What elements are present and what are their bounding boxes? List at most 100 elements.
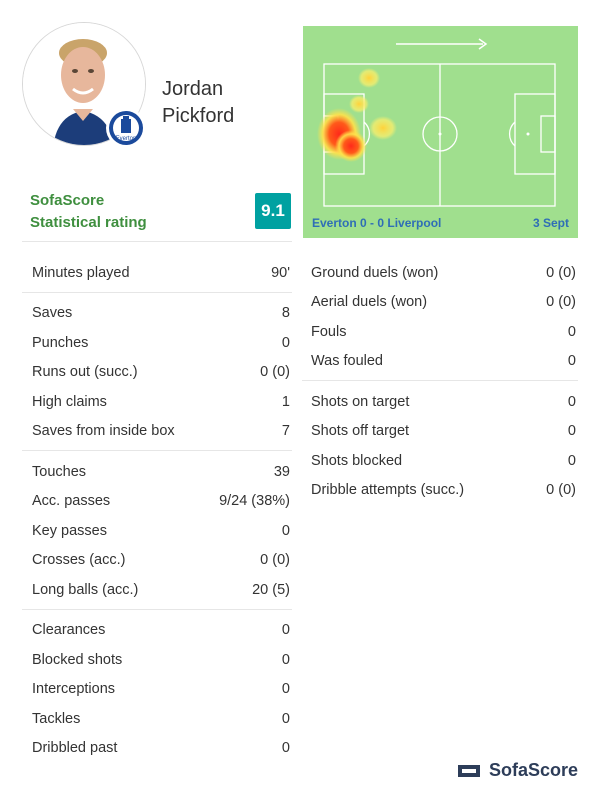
stat-label: Saves from inside box (32, 423, 175, 440)
match-date: 3 Sept (532, 216, 569, 230)
stat-group: Minutes played 90' (22, 258, 292, 293)
stat-value: 0 (281, 740, 290, 757)
stat-label: Was fouled (311, 353, 383, 370)
stat-row: Acc. passes 9/24 (38%) (22, 487, 292, 517)
stats-right-column: Ground duels (won) 0 (0) Aerial duels (w… (302, 258, 578, 515)
stat-value: 20 (5) (252, 581, 290, 598)
stat-value: 0 (281, 710, 290, 727)
stat-value: 0 (0) (546, 482, 576, 499)
stat-value: 0 (281, 622, 290, 639)
stat-label: Long balls (acc.) (32, 581, 139, 598)
stat-label: Touches (32, 463, 87, 480)
stat-row: Aerial duels (won) 0 (0) (302, 288, 578, 318)
stat-label: Clearances (32, 622, 106, 639)
stat-label: Blocked shots (32, 651, 123, 668)
rating-value: 9.1 (261, 201, 285, 220)
stat-label: Interceptions (32, 681, 116, 698)
heatmap-panel: Everton 0 - 0 Liverpool 3 Sept (303, 26, 578, 238)
stat-label: Shots blocked (311, 452, 403, 469)
stat-value: 0 (567, 452, 576, 469)
stat-row: Was fouled 0 (302, 347, 578, 377)
stat-group: Touches 39 Acc. passes 9/24 (38%) Key pa… (22, 457, 292, 610)
stat-value: 0 (281, 522, 290, 539)
stat-value: 0 (567, 393, 576, 410)
stat-value: 1 (281, 393, 290, 410)
stat-value: 39 (273, 463, 290, 480)
stat-label: Dribble attempts (succ.) (311, 482, 465, 499)
sofascore-logo-icon (457, 764, 480, 777)
stat-label: Aerial duels (won) (311, 294, 428, 311)
stat-label: Minutes played (32, 264, 130, 281)
stat-label: Tackles (32, 710, 81, 727)
stat-value: 0 (567, 423, 576, 440)
stat-group: Saves 8 Punches 0 Runs out (succ.) 0 (0)… (22, 299, 292, 451)
stat-row: Saves from inside box 7 (22, 417, 292, 447)
rating-label: SofaScore Statistical rating (30, 190, 147, 234)
player-header: Everton Jordan Pickford (22, 22, 284, 172)
rating-label-brand: SofaScore (30, 192, 105, 209)
stat-label: Key passes (32, 522, 107, 539)
stat-value: 0 (281, 651, 290, 668)
player-last-name: Pickford (162, 105, 235, 127)
stat-row: Shots on target 0 (302, 387, 578, 417)
arrow-right-icon (396, 38, 488, 50)
player-avatar (22, 22, 146, 146)
stat-label: Shots on target (311, 393, 410, 410)
stat-value: 90' (271, 264, 290, 281)
stat-label: Fouls (311, 323, 347, 340)
stat-label: High claims (32, 393, 107, 410)
stat-label: Saves (32, 305, 73, 322)
stat-row: Ground duels (won) 0 (0) (302, 258, 578, 288)
stat-value: 0 (281, 334, 290, 351)
stat-row: Minutes played 90' (22, 258, 292, 288)
stat-row: Tackles 0 (22, 704, 292, 734)
stat-value: 0 (567, 353, 576, 370)
stat-row: Dribbled past 0 (22, 734, 292, 764)
stat-row: Runs out (succ.) 0 (0) (22, 358, 292, 388)
stat-label: Crosses (acc.) (32, 552, 126, 569)
rating-label-text: Statistical rating (30, 214, 147, 231)
stat-label: Punches (32, 334, 89, 351)
stat-value: 0 (0) (260, 552, 290, 569)
club-badge-text: Everton (116, 136, 137, 142)
stat-value: 0 (0) (260, 364, 290, 381)
match-caption: Everton 0 - 0 Liverpool (312, 216, 442, 230)
stat-row: Shots off target 0 (302, 417, 578, 447)
stat-value: 7 (281, 423, 290, 440)
stat-value: 0 (0) (546, 294, 576, 311)
stat-value: 8 (281, 305, 290, 322)
stat-group: Clearances 0 Blocked shots 0 Interceptio… (22, 616, 292, 768)
stats-left-column: Minutes played 90' Saves 8 Punches 0 Run… (22, 258, 292, 773)
stat-value: 0 (567, 323, 576, 340)
player-first-name: Jordan (162, 78, 224, 100)
stat-row: Dribble attempts (succ.) 0 (0) (302, 476, 578, 506)
stat-value: 0 (281, 681, 290, 698)
stat-row: Interceptions 0 (22, 675, 292, 705)
stat-row: Fouls 0 (302, 317, 578, 347)
brand-name: SofaScore (488, 760, 578, 780)
stat-row: Crosses (acc.) 0 (0) (22, 546, 292, 576)
stat-row: Blocked shots 0 (22, 645, 292, 675)
stat-label: Ground duels (won) (311, 264, 439, 281)
stat-value: 0 (0) (546, 264, 576, 281)
stat-label: Dribbled past (32, 740, 118, 757)
stat-label: Shots off target (311, 423, 410, 440)
stat-row: Shots blocked 0 (302, 446, 578, 476)
player-name: Jordan Pickford (162, 76, 234, 130)
stat-row: Key passes 0 (22, 516, 292, 546)
stat-row: High claims 1 (22, 387, 292, 417)
stat-group: Ground duels (won) 0 (0) Aerial duels (w… (302, 258, 578, 381)
stat-row: Saves 8 (22, 299, 292, 329)
rating-badge: 9.1 (255, 193, 291, 229)
everton-crest-icon: Everton (106, 108, 146, 148)
stat-row: Long balls (acc.) 20 (5) (22, 575, 292, 605)
stat-label: Acc. passes (32, 493, 111, 510)
stat-row: Touches 39 (22, 457, 292, 487)
stat-row: Clearances 0 (22, 616, 292, 646)
stat-value: 9/24 (38%) (219, 493, 290, 510)
stat-row: Punches 0 (22, 328, 292, 358)
stat-label: Runs out (succ.) (32, 364, 138, 381)
stat-group: Shots on target 0 Shots off target 0 Sho… (302, 387, 578, 509)
divider (22, 241, 292, 242)
sofascore-footer-logo[interactable]: SofaScore (457, 760, 578, 781)
